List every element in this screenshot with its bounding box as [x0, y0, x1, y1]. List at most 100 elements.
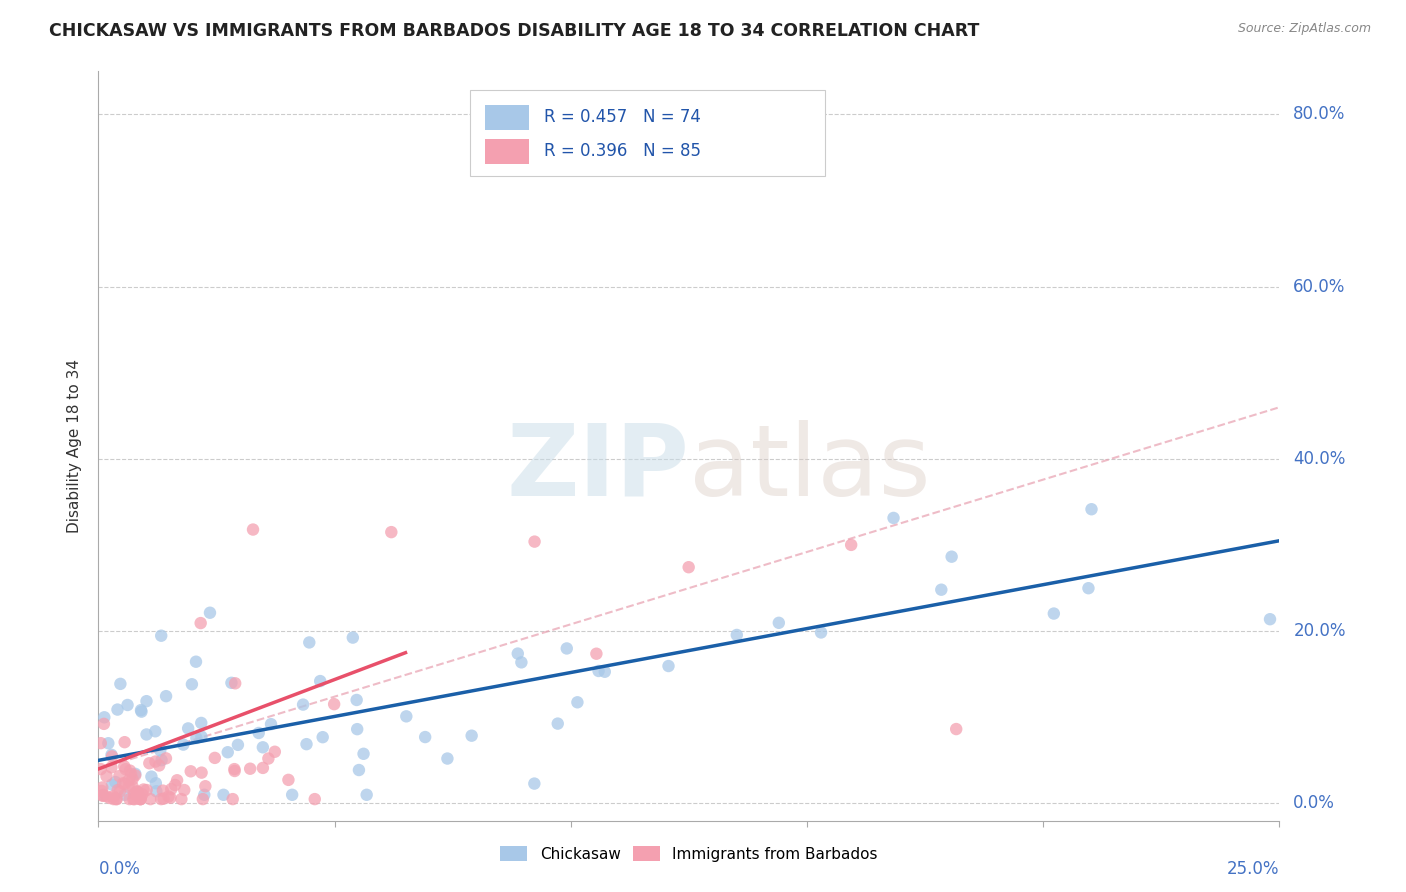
- Point: [152, 791, 174, 805]
- Point: [460, 729, 482, 743]
- Text: 0.0%: 0.0%: [1294, 795, 1336, 813]
- Point: [103, 792, 125, 806]
- Point: [247, 726, 270, 740]
- Point: [295, 737, 318, 751]
- Point: [96, 769, 118, 783]
- Point: [263, 745, 285, 759]
- Point: [114, 777, 136, 791]
- Point: [346, 693, 368, 707]
- Point: [260, 717, 283, 731]
- Point: [120, 767, 142, 781]
- Point: [585, 647, 607, 661]
- Point: [125, 784, 148, 798]
- Point: [112, 759, 135, 773]
- Point: [380, 525, 402, 540]
- Point: [309, 674, 332, 689]
- Point: [342, 631, 364, 645]
- Point: [257, 751, 280, 765]
- Point: [122, 787, 145, 801]
- Point: [768, 615, 790, 630]
- Point: [177, 722, 200, 736]
- Point: [436, 751, 458, 765]
- Point: [108, 785, 131, 799]
- Point: [118, 792, 141, 806]
- Point: [145, 755, 167, 769]
- Point: [1043, 607, 1066, 621]
- Point: [103, 789, 125, 804]
- Point: [725, 628, 748, 642]
- Point: [217, 745, 239, 759]
- Point: [139, 792, 162, 806]
- Point: [108, 769, 131, 783]
- Point: [91, 789, 114, 803]
- Point: [506, 647, 529, 661]
- Text: 25.0%: 25.0%: [1227, 860, 1279, 878]
- Point: [353, 747, 375, 761]
- Point: [150, 753, 173, 767]
- Point: [160, 782, 183, 797]
- Point: [413, 730, 436, 744]
- Point: [148, 758, 170, 772]
- Point: [252, 761, 274, 775]
- Point: [163, 778, 186, 792]
- Point: [93, 717, 115, 731]
- Y-axis label: Disability Age 18 to 34: Disability Age 18 to 34: [67, 359, 83, 533]
- Point: [100, 747, 122, 762]
- FancyBboxPatch shape: [471, 90, 825, 177]
- Point: [91, 789, 114, 803]
- Point: [155, 751, 177, 765]
- Point: [346, 722, 368, 736]
- Point: [1258, 612, 1281, 626]
- Point: [118, 764, 141, 778]
- Point: [190, 616, 212, 631]
- Point: [945, 722, 967, 736]
- Point: [150, 629, 173, 643]
- Point: [173, 783, 195, 797]
- Text: 60.0%: 60.0%: [1294, 277, 1346, 295]
- Point: [323, 697, 346, 711]
- Point: [91, 780, 114, 795]
- Point: [150, 792, 173, 806]
- Point: [567, 695, 589, 709]
- Point: [941, 549, 963, 564]
- Point: [110, 677, 132, 691]
- Bar: [485, 139, 530, 163]
- Point: [356, 788, 378, 802]
- Point: [145, 784, 167, 798]
- Point: [180, 764, 202, 779]
- Point: [172, 738, 194, 752]
- Point: [883, 511, 905, 525]
- Point: [107, 783, 129, 797]
- Point: [252, 740, 274, 755]
- Point: [118, 780, 141, 794]
- Point: [184, 655, 207, 669]
- Point: [155, 689, 177, 703]
- Text: 80.0%: 80.0%: [1294, 105, 1346, 123]
- Point: [135, 783, 157, 797]
- Bar: [485, 105, 530, 130]
- Point: [194, 779, 217, 793]
- Point: [281, 788, 304, 802]
- Point: [127, 785, 149, 799]
- Point: [347, 763, 370, 777]
- Text: 0.0%: 0.0%: [98, 860, 141, 878]
- Point: [204, 751, 226, 765]
- Point: [114, 735, 136, 749]
- Point: [145, 776, 167, 790]
- Point: [122, 792, 145, 806]
- Point: [523, 776, 546, 790]
- Point: [129, 703, 152, 717]
- Point: [152, 783, 174, 797]
- Point: [97, 736, 120, 750]
- Point: [121, 780, 143, 794]
- Point: [114, 788, 136, 802]
- Point: [129, 792, 152, 806]
- Point: [101, 749, 124, 764]
- Point: [132, 782, 155, 797]
- Point: [193, 788, 215, 802]
- Point: [555, 641, 578, 656]
- Point: [198, 606, 221, 620]
- Point: [212, 788, 235, 802]
- Point: [292, 698, 315, 712]
- Point: [96, 789, 118, 804]
